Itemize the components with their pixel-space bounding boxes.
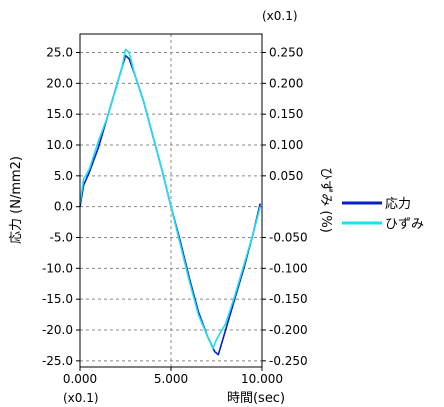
legend-label-stress: 応力 xyxy=(385,197,411,212)
left-tick-label: -25.0 xyxy=(42,354,73,368)
left-tick-label: -5.0 xyxy=(50,231,73,245)
left-tick-label: -20.0 xyxy=(42,323,73,337)
left-tick-label: 10.0 xyxy=(46,138,73,152)
left-axis: 25.0 20.0 15.0 10.0 5.0 0.0 -5.0 -10.0 -15.0 -20.… xyxy=(42,46,80,368)
right-tick-label: -0.150 xyxy=(269,292,308,306)
right-tick-label: -0.250 xyxy=(269,354,308,368)
left-axis-title: 応力 (N/mm2) xyxy=(9,156,24,244)
legend: 応力 ひずみ xyxy=(342,197,424,232)
right-tick-label: 0.200 xyxy=(269,76,303,90)
left-tick-label: 0.0 xyxy=(54,200,73,214)
left-tick-label: 5.0 xyxy=(54,169,73,183)
right-tick-label: -0.050 xyxy=(269,231,308,245)
x-tick-label: 0.000 xyxy=(63,372,97,386)
left-tick-label: 15.0 xyxy=(46,107,73,121)
right-tick-label: 0.150 xyxy=(269,107,303,121)
x-tick-label: 10.000 xyxy=(241,372,283,386)
left-tick-label: 25.0 xyxy=(46,46,73,60)
legend-label-strain: ひずみ xyxy=(385,217,424,232)
right-tick-label: 0.100 xyxy=(269,138,303,152)
series-line-strain xyxy=(79,48,261,350)
grid xyxy=(80,34,262,367)
x-axis-title: 時間(sec) xyxy=(227,391,285,406)
right-axis: 0.250 0.200 0.150 0.100 0.050 -0.050 -0.100 -0.… xyxy=(262,46,308,368)
right-axis-title: ひずみ (%) xyxy=(318,167,333,233)
right-tick-label: 0.250 xyxy=(269,46,303,60)
left-tick-label: 20.0 xyxy=(46,76,73,90)
left-tick-label: -15.0 xyxy=(42,292,73,306)
x-axis-scale-note: (x0.1) xyxy=(63,391,99,405)
right-tick-label: -0.200 xyxy=(269,323,308,337)
right-tick-label: -0.100 xyxy=(269,261,308,275)
series-layer xyxy=(79,48,261,356)
x-axis: 0.000 5.000 10.000 xyxy=(63,367,283,386)
x-tick-label: 5.000 xyxy=(154,372,188,386)
right-tick-label: 0.050 xyxy=(269,169,303,183)
left-tick-label: -10.0 xyxy=(42,261,73,275)
right-axis-scale-note: (x0.1) xyxy=(262,9,298,23)
